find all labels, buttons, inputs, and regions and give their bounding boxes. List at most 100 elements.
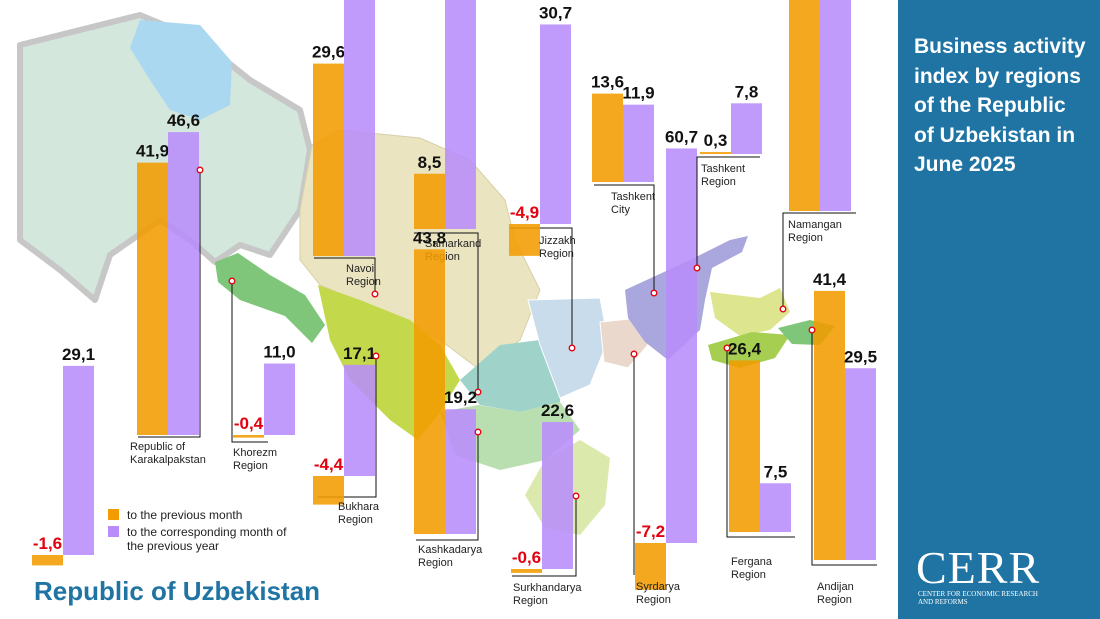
bar-previous-year-bukhara-region [344,364,375,476]
bar-previous-month-republic-of-karakalpakstan [137,162,168,435]
callout-pin [371,290,379,298]
callout-pin [568,344,576,352]
value-label: 43,8 [413,228,446,247]
chart: -1,6 29,1 41,9 46,6 Republic of Karakalpaksta… [17,0,877,607]
bar-previous-year-jizzakh-region [540,24,571,225]
value-label: 26,4 [728,339,762,358]
bar-previous-month-surkhandarya-region [511,569,542,573]
bar-previous-year-samarkand-region [445,0,476,230]
value-label: 60,7 [665,127,698,146]
region-label: Andijan Region [817,581,854,606]
map-fergana [708,332,790,368]
value-label: 11,9 [622,84,654,103]
value-label: 22,6 [541,401,574,420]
callout-pin [723,344,731,352]
value-label: 29,6 [312,43,345,62]
bar-previous-year-tashkent-region [731,103,762,154]
callout-pin [474,428,482,436]
value-label: 17,1 [343,344,376,363]
callout-pin [650,289,658,297]
bar-previous-month-republic-of-uzbekistan [32,555,63,566]
value-label: 46,6 [167,111,200,130]
bars-layer: -1,6 29,1 41,9 46,6 Republic of Karakalpaksta… [32,0,877,607]
side-panel [898,0,1100,619]
legend-swatch-previous-year [108,526,119,537]
region-group-khorezm-region: -0,4 11,0 Khorezm Region [228,277,296,472]
value-label: 29,1 [62,345,95,364]
map-namangan [710,288,790,336]
value-label: 11,0 [263,343,295,362]
callout-line [696,156,760,268]
region-group-tashkent-region: 0,3 7,8 Tashkent Region [693,82,762,272]
value-label: -0,6 [512,548,541,567]
map-khorezm [215,253,325,343]
region-label: Bukhara Region [338,501,380,526]
bar-previous-year-syrdarya-region [666,148,697,543]
bar-previous-month-tashkent-region [700,152,731,154]
callout-pin [808,326,816,334]
region-label: Fergana Region [731,556,773,581]
region-label: Khorezm Region [233,447,277,472]
region-label: Tashkent Region [701,163,745,188]
region-label: Namangan Region [788,219,842,244]
value-label: -4,9 [510,203,539,222]
value-label: -0,4 [234,414,264,433]
value-label: 8,5 [418,153,442,172]
callout-line [138,170,201,438]
bar-previous-month-samarkand-region [414,173,445,229]
region-group-samarkand-region: 8,540,8SamarkandRegion [414,0,482,396]
map-jizzakh [527,297,609,399]
legend: to the previous month to the correspondi… [108,508,297,556]
cerr-logo: CERR [916,542,1041,593]
value-label: -1,6 [33,534,62,553]
region-group-jizzakh-region: -4,9 30,7 Jizzakh Region [509,3,576,352]
legend-label-previous-year: to the corresponding month of the previo… [127,525,287,553]
bar-previous-month-bukhara-region [313,476,344,505]
legend-swatch-previous-month [108,509,119,520]
bar-previous-year-republic-of-karakalpakstan [168,132,199,435]
region-label: Navoi Region [346,263,381,288]
callout-pin [572,492,580,500]
region-group-surkhandarya-region: -0,6 22,6 Surkhandarya Region [511,401,582,607]
region-group-bukhara-region: -4,4 17,1 Bukhara Region [313,344,380,526]
callout-line [594,184,655,293]
region-label: Kashkadarya Region [418,544,483,569]
callout-pin [372,352,380,360]
callout-pin [474,388,482,396]
region-group-andijan-region: 41,4 29,5 Andijan Region [808,270,877,606]
bar-previous-month-khorezm-region [233,435,264,438]
bar-previous-year-khorezm-region [264,363,295,435]
value-label: 7,5 [764,462,788,481]
callout-line [231,281,268,443]
bar-previous-month-syrdarya-region [635,543,666,590]
bar-previous-year-republic-of-uzbekistan [63,365,94,555]
bar-previous-year-surkhandarya-region [542,422,573,569]
value-label: 7,8 [735,82,759,101]
value-label: -4,4 [314,455,344,474]
callout-line [512,496,577,577]
region-label: Surkhandarya Region [513,582,582,607]
value-label: 29,5 [844,347,877,366]
value-label: 41,4 [813,270,847,289]
value-label: 30,7 [539,3,572,22]
callout-pin [779,305,787,313]
map-karakalpakstan [17,12,313,303]
bar-previous-year-andijan-region [845,368,876,560]
bar-previous-month-navoi-region [313,63,344,256]
region-group-namangan-region: 37,040,3NamanganRegion [779,0,856,313]
value-label: 0,3 [704,131,728,150]
legend-item-previous-month: to the previous month [108,508,297,522]
region-group-tashkent-city: 13,611,9 Tashkent City [591,73,658,297]
region-group-fergana-region: 26,4 7,5 Fergana Region [723,339,795,581]
bar-previous-month-tashkent-city [592,93,623,182]
chart-title: Business activity index by regions of th… [914,35,1086,176]
bar-previous-year-navoi-region [344,0,375,257]
region-label: Jizzakh Region [539,235,576,260]
region-group-navoi-region: 29,653,9NavoiRegion [312,0,381,298]
value-label: 19,2 [444,388,477,407]
callout-pin [630,350,638,358]
callout-line [726,348,795,538]
bar-previous-month-andijan-region [814,290,845,560]
bar-previous-month-fergana-region [729,360,760,532]
